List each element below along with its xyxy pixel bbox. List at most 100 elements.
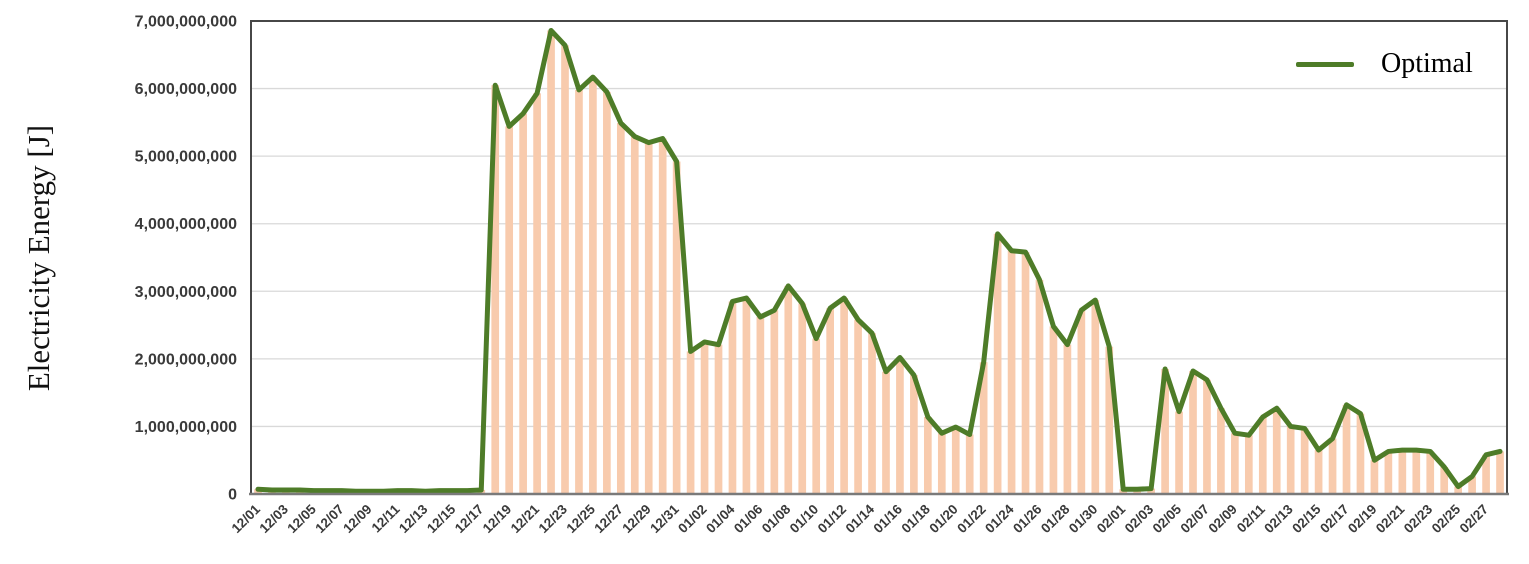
x-tick-label: 12/19 [480,502,515,537]
bar [1426,451,1435,494]
x-tick-label: 12/15 [424,501,459,536]
bar [1007,250,1016,494]
x-tick-label: 01/08 [759,501,794,536]
x-tick-label: 12/27 [591,502,626,537]
bar [1063,344,1072,494]
bar [756,316,765,494]
bar [1091,300,1100,494]
x-tick-label: 01/20 [926,502,961,537]
x-tick-label: 12/31 [647,501,682,536]
bar [1258,416,1267,494]
bar [840,298,848,494]
x-tick-label: 02/17 [1317,502,1352,537]
bar [1035,279,1044,494]
bar [1161,368,1169,494]
bar [630,136,639,494]
x-tick-label: 02/25 [1429,501,1464,536]
bar [1217,408,1225,494]
x-tick-label: 12/07 [312,502,347,537]
bar [951,427,960,494]
bar [547,30,555,495]
bar [770,310,779,494]
x-tick-label: 02/21 [1373,501,1408,536]
bar [1356,413,1365,494]
x-tick-label: 02/05 [1150,501,1185,536]
bar [1314,450,1323,494]
bar [1049,326,1058,494]
bar [658,138,667,494]
bar [1412,450,1421,494]
x-tick-label: 01/30 [1066,502,1101,537]
bar [826,308,834,494]
bar [1496,451,1504,494]
bar [1189,371,1197,494]
bar [1370,460,1379,494]
x-tick-label: 02/27 [1457,502,1492,537]
x-tick-label: 01/06 [731,501,766,536]
x-tick-label: 02/23 [1401,501,1436,536]
x-tick-label: 12/09 [340,502,375,537]
x-tick-label: 12/29 [619,502,654,537]
x-tick-label: 02/09 [1205,502,1240,537]
x-tick-label: 01/22 [954,502,989,537]
bar [1244,435,1253,494]
legend-label: Optimal [1381,48,1473,79]
bar [575,89,583,495]
bar [1147,488,1155,494]
x-tick-label: 01/26 [1010,501,1045,536]
bar [519,113,527,494]
y-tick-label: 2,000,000,000 [135,351,237,368]
x-tick-label: 02/03 [1122,501,1157,536]
x-tick-label: 02/01 [1094,501,1129,536]
bar [1440,466,1449,494]
bar [561,45,569,494]
bar [616,123,625,494]
optimal-line [255,27,1503,494]
x-tick-label: 01/28 [1038,501,1073,536]
x-tick-label: 12/05 [284,501,319,536]
legend-line-swatch-icon [1296,61,1354,67]
x-tick-label: 01/12 [815,502,850,537]
bar [993,233,1002,494]
x-tick-label: 12/03 [257,501,292,536]
y-tick-label: 7,000,000,000 [135,14,237,31]
x-tick-label: 01/02 [675,502,710,537]
bar [1482,454,1490,494]
bar [1021,252,1030,494]
bar [714,344,723,494]
x-tick-label: 01/16 [871,501,906,536]
bar [1468,476,1476,494]
y-tick-label: 1,000,000,000 [135,419,237,436]
plot-border [250,20,1508,495]
x-tick-label: 12/17 [452,502,487,537]
bar [728,301,737,494]
y-tick-label: 0 [228,487,237,504]
bar [924,416,932,494]
x-tick-label: 02/07 [1178,502,1213,537]
bar [589,77,597,494]
x-tick-label: 01/18 [898,501,933,536]
bar [1286,426,1295,494]
bar [1342,404,1351,494]
x-tick-label: 12/23 [536,501,571,536]
x-tick-label: 02/15 [1289,501,1324,536]
bar [1077,310,1086,494]
x-tick-label: 12/21 [508,501,543,536]
bar [937,433,946,494]
bar [784,285,793,494]
x-tick-label: 01/10 [787,502,822,537]
bar [798,303,807,494]
bar [1300,428,1309,494]
bar [686,351,695,494]
bar [742,298,751,494]
y-tick-label: 3,000,000,000 [135,284,237,301]
bar [882,371,890,494]
bar [1398,450,1407,494]
x-tick-label: 01/14 [843,501,878,536]
x-tick-label: 12/13 [396,501,431,536]
x-tick-label: 12/25 [564,501,599,536]
bar [1384,451,1393,494]
bar [854,319,862,494]
